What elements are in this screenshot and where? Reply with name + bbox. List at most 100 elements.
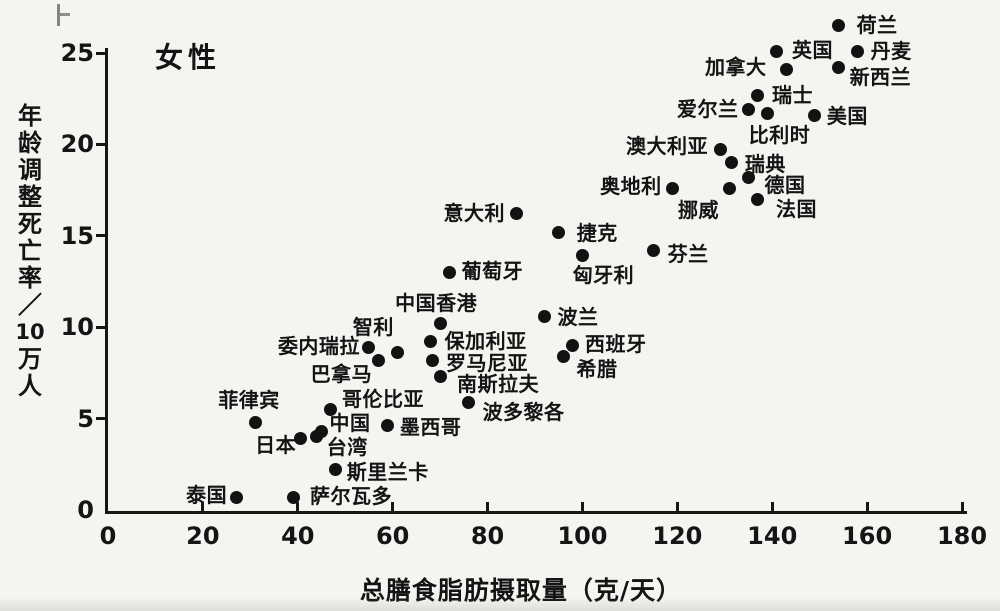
data-point [779,62,793,76]
x-tick-label: 80 [470,522,505,550]
country-label: 挪威 [678,198,720,223]
x-tick-label: 180 [936,522,988,550]
country-label: 泰国 [186,483,228,508]
country-label: 南斯拉夫 [457,371,540,396]
country-label: 波兰 [557,305,599,330]
y-axis-title-glyph: 龄 [18,129,42,157]
y-axis-line [105,48,108,514]
country-label: 希腊 [576,357,618,382]
country-label: 日本 [255,432,297,457]
data-point [433,317,447,331]
country-label: 比利时 [748,123,811,148]
data-point [390,346,404,360]
country-label: 加拿大 [704,55,767,80]
country-label: 荷兰 [856,12,898,37]
country-label: 中国 [329,411,371,436]
country-label: 墨西哥 [399,414,462,439]
y-axis-title-glyph: ／ [18,291,42,319]
y-tick [96,234,106,238]
x-tick [391,502,395,511]
y-axis-title: 年龄调整死亡率／ 10 万人 [10,103,50,400]
x-tick [770,502,774,511]
data-point [229,490,243,504]
x-tick-label: 40 [281,522,315,550]
country-label: 意大利 [443,200,506,225]
data-point [537,309,551,323]
country-label: 葡萄牙 [461,259,524,284]
x-tick-label: 20 [186,522,220,550]
data-point [424,335,438,349]
data-point [433,370,447,384]
y-tick [96,325,106,329]
data-point [310,430,324,444]
x-axis-line [105,511,967,514]
data-point [462,395,476,409]
data-point [760,106,774,120]
data-point [647,243,661,257]
data-point [742,170,755,184]
figure-inner-title: 女性 [155,41,222,74]
country-label: 爱尔兰 [677,96,739,121]
country-label: 台湾 [326,434,368,459]
data-point [751,192,765,206]
country-label: 德国 [764,173,806,198]
x-tick [675,502,679,511]
y-tick [96,417,106,421]
data-point [443,265,457,279]
country-label: 芬兰 [667,242,709,267]
scan-artifact [57,4,74,26]
data-point [552,225,566,239]
country-label: 罗马尼亚 [445,351,528,376]
country-label: 澳大利亚 [626,133,709,158]
data-point [566,338,580,352]
country-label: 捷克 [576,221,618,246]
data-point [832,61,846,75]
y-axis-title-glyph: 亡 [18,237,42,265]
y-axis-title-glyph: 10 [15,320,45,344]
country-label: 匈牙利 [572,262,635,287]
x-tick [486,502,490,511]
y-axis-title-glyph: 万 [18,345,42,373]
x-tick [580,502,584,511]
data-point [556,349,570,363]
country-label: 新西兰 [849,64,912,89]
x-tick-label: 60 [375,522,410,550]
country-label: 瑞士 [771,83,813,108]
data-point [770,44,784,58]
x-tick-label: 120 [652,522,703,550]
data-point [723,181,737,195]
country-label: 西班牙 [584,332,647,357]
country-label: 丹麦 [870,39,912,64]
country-label: 哥伦比亚 [341,387,424,412]
data-point [324,402,338,416]
country-label: 斯里兰卡 [346,459,429,484]
y-tick-label: 0 [77,496,94,524]
data-point [725,156,739,170]
country-label: 委内瑞拉 [277,334,360,359]
x-tick-label: 140 [747,522,798,550]
x-tick-label: 100 [557,522,608,550]
x-axis-title: 总膳食脂肪摄取量（克/天） [359,576,683,605]
data-point [575,249,589,263]
y-axis-title-glyph: 死 [18,210,42,238]
country-label: 中国香港 [395,290,478,315]
y-axis-title-glyph: 调 [18,156,42,184]
y-axis-title-glyph: 年 [18,102,42,130]
country-label: 菲律宾 [218,388,280,413]
y-axis-title-glyph: 整 [18,183,42,211]
data-point [713,143,727,157]
data-point [329,463,343,477]
data-point [666,181,680,195]
x-tick [296,502,300,511]
country-label: 波多黎各 [482,400,565,425]
y-tick-label: 25 [60,39,94,67]
y-tick-label: 5 [77,404,94,433]
data-point [832,19,846,33]
y-axis-title-glyph: 人 [18,372,42,400]
data-point [808,108,822,122]
country-label: 萨尔瓦多 [310,484,393,509]
country-label: 奥地利 [600,174,662,199]
country-label: 法国 [775,197,817,222]
y-axis-title-glyph: 率 [18,264,42,292]
